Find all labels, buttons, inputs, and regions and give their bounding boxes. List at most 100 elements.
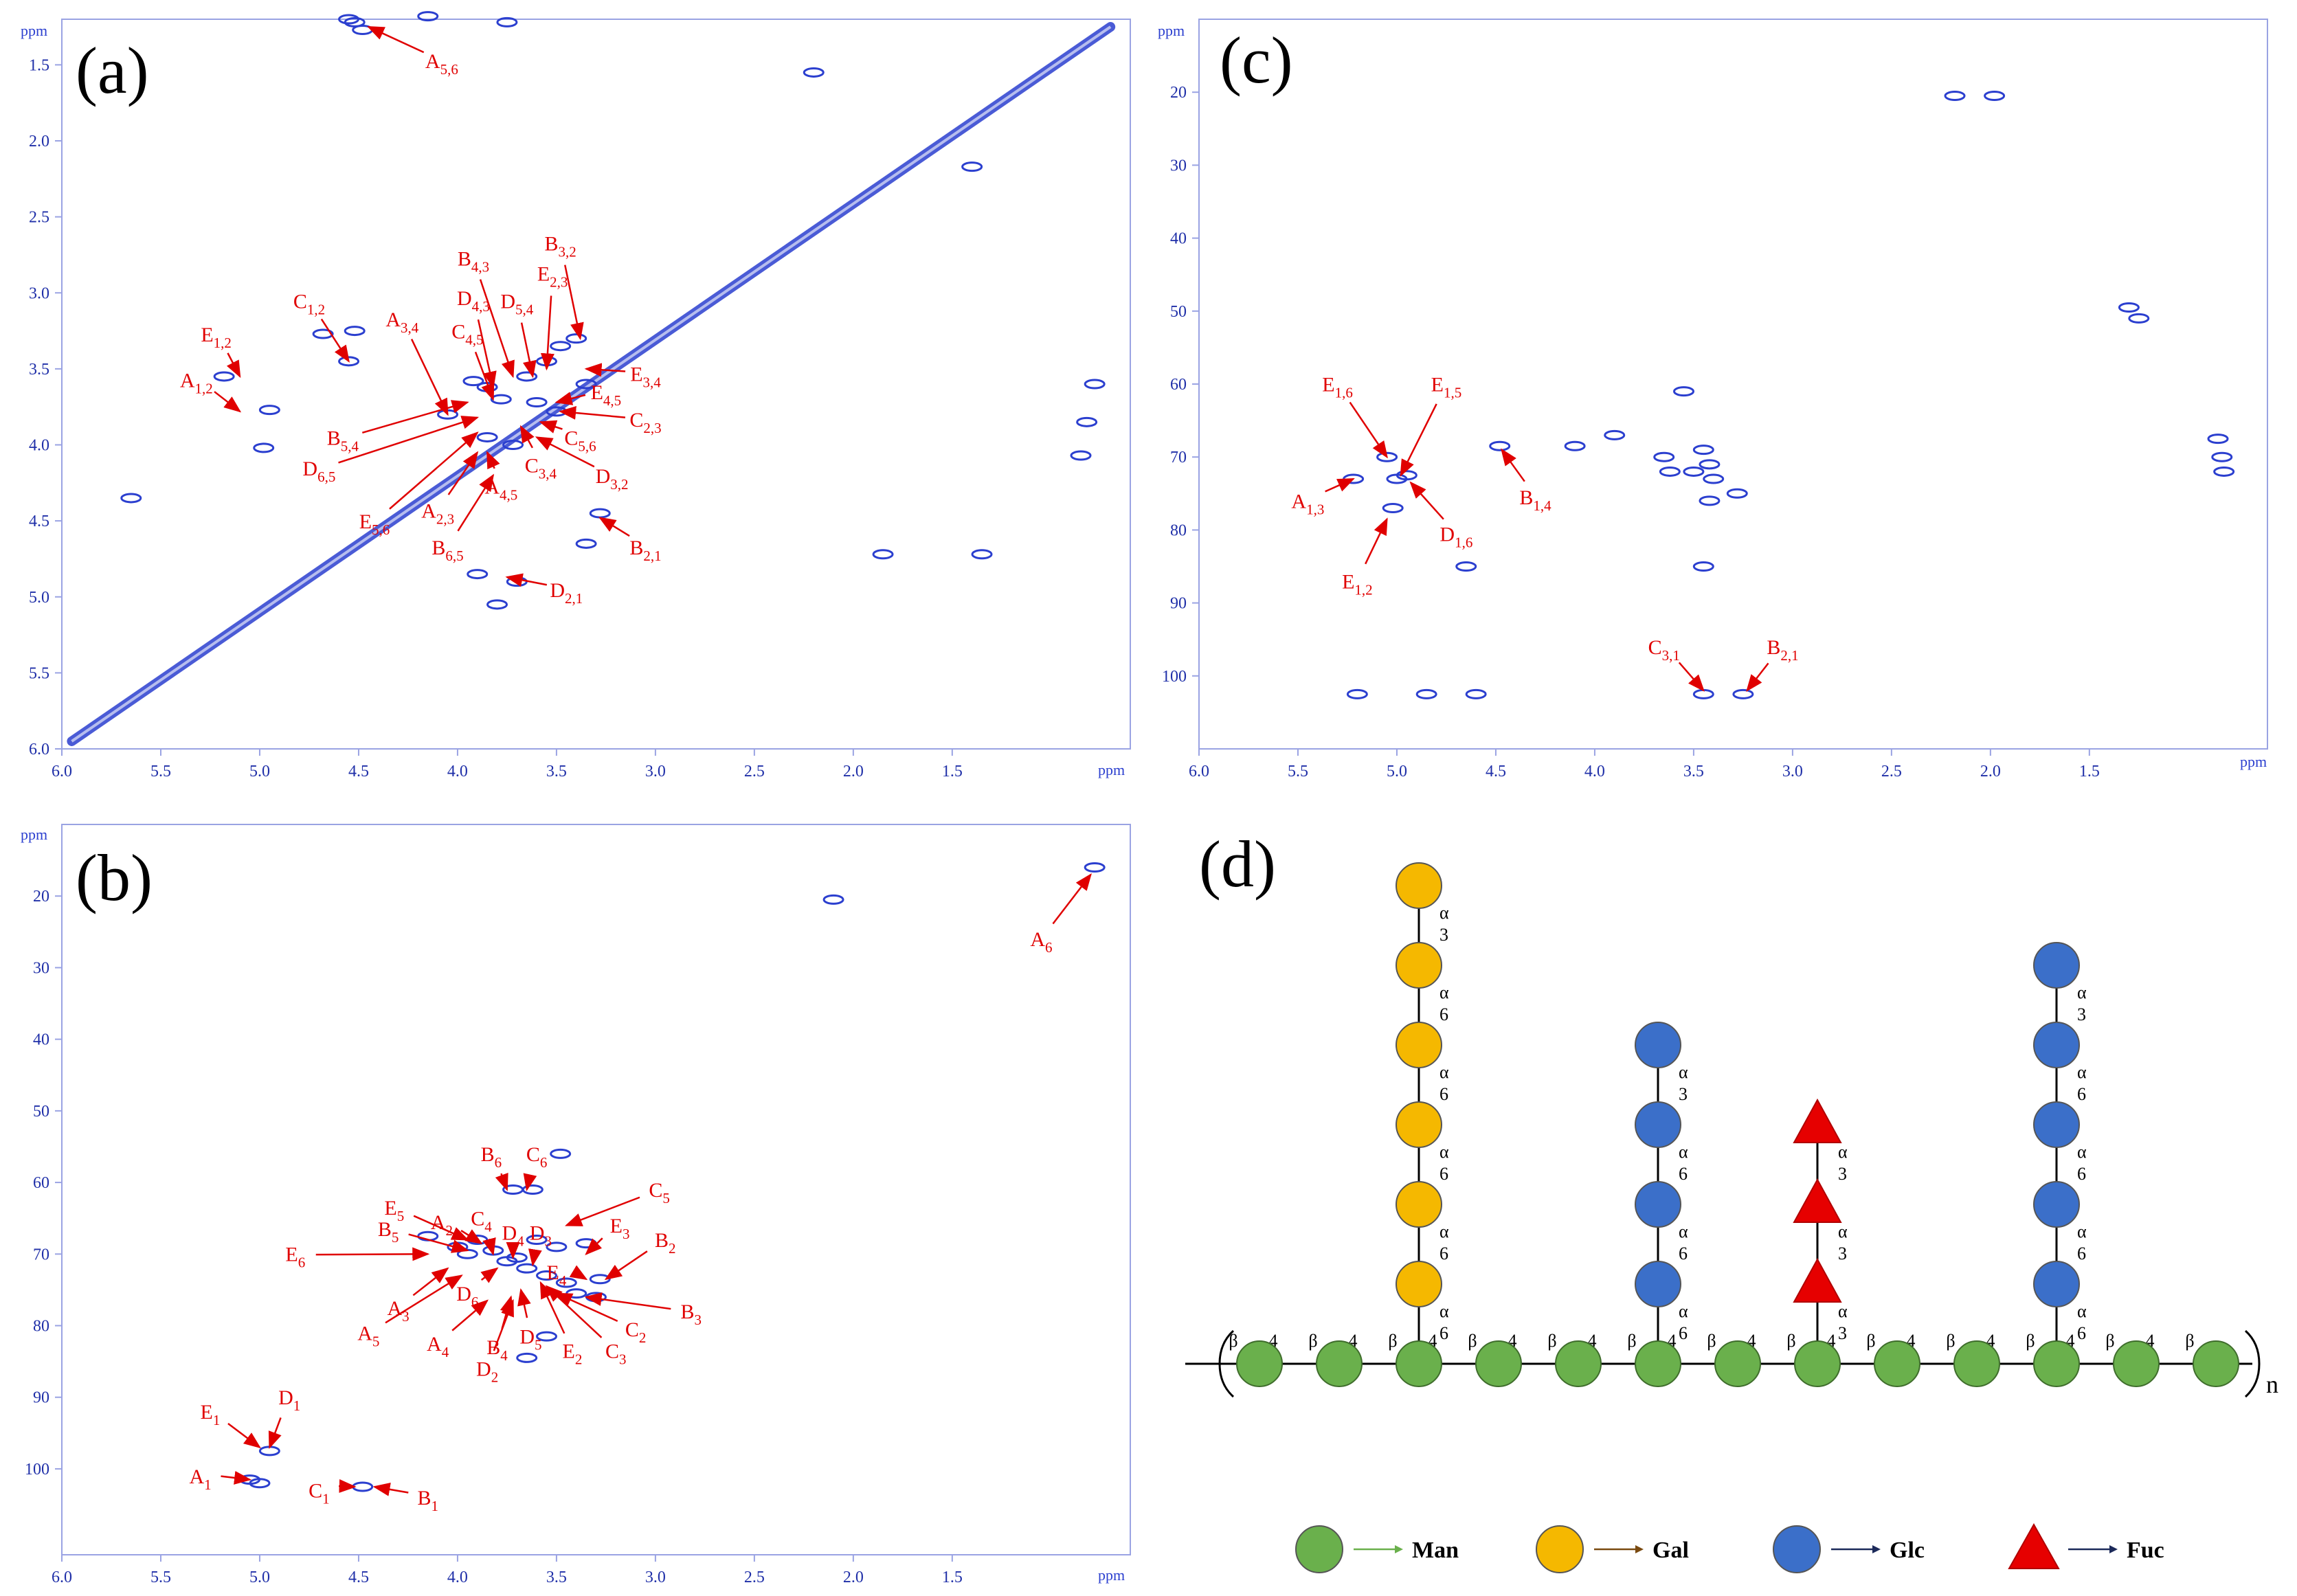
galactose-circle [1396,1181,1442,1228]
peak-annotation: D3 [530,1222,552,1249]
branch-linkage-alpha: α [1679,1142,1688,1162]
branch-linkage-alpha: α [1439,1142,1449,1162]
monosaccharide-legend: Man Gal Glc Fuc [1295,1522,2164,1573]
cross-peak [1346,688,1368,699]
annotation-arrow [564,1196,640,1226]
x-tick-label: 4.5 [348,1569,369,1586]
x-tick-label: 2.0 [843,1569,864,1586]
y-tick-label: 80 [33,1318,49,1336]
annotation-arrow [545,1285,603,1338]
y-tick-label: 90 [33,1389,49,1407]
peak-annotation: B4,3 [458,247,489,275]
annotation-arrow [408,1233,469,1253]
annotation-arrow [505,573,548,587]
panel-d-label: (d) [1199,827,1276,901]
cross-peak [589,508,611,519]
cross-peak [352,1481,374,1492]
branch-linkage-alpha: α [1838,1142,1848,1162]
panel-b-hsqc: (b) ppm ppm 6.0 5.5 5.0 4.5 4.0 3.5 3.0 2.5 2.0 1… [21,824,1131,1586]
y-tick-label: 5.5 [29,664,49,682]
peak-annotation: E6 [285,1244,305,1271]
x-tick-label: 5.5 [150,763,171,780]
cross-peak [550,341,572,352]
cross-peak [1489,440,1511,451]
x-tick-label: 2.5 [744,763,765,780]
peak-annotation: A5,6 [425,50,458,78]
glucose-circle [2033,1022,2080,1068]
annotation-arrow [412,1267,449,1296]
panel-a-label: (a) [76,34,149,107]
peak-annotation: C2,3 [629,409,661,436]
backbone-linkage-label: β [1229,1331,1237,1351]
peak-annotation: B3,2 [545,232,576,260]
legend-gal-symbol [1536,1525,1584,1573]
cross-peak [1683,466,1705,477]
peak-annotation: E1,5 [1431,374,1462,401]
mannose-circle [1953,1340,2000,1387]
cross-peak [1604,429,1626,440]
cross-peak [516,1263,538,1274]
legend-fuc-symbol [2008,1522,2060,1569]
annotation-arrow [523,1173,537,1191]
branch-linkage-position: 3 [1679,1084,1688,1104]
peak-annotation: E5,6 [359,510,390,538]
peak-annotation: A1 [189,1465,211,1493]
annotation-arrow [539,1281,565,1334]
x-tick-label: 5.0 [249,1569,270,1586]
peak-annotation: D1 [278,1386,300,1414]
cross-peak [872,549,894,560]
glucose-circle [2033,1181,2080,1228]
panel-c-plot: 6.0 5.5 5.0 4.5 4.0 3.5 3.0 2.5 2.0 1.5 20 30 40 50 60… [1162,84,2235,780]
glucose-circle [2033,942,2080,989]
annotation-arrow [540,295,554,371]
branch-linkage-alpha: α [1838,1222,1848,1241]
cross-peak [516,371,538,382]
panel-b-frame [61,824,1131,1555]
cross-peak [803,67,825,78]
y-tick-label: 4.0 [29,437,49,455]
x-tick-label: 5.5 [150,1569,171,1586]
panel-d-structure: (d) nβ 4 β 4 β 4 β 4 β 4 β 4 β 4 β 4 β 4 β 4 β 4 β 4 βα6α6α6α6α6… [1185,827,2278,1573]
annotation-arrow [447,451,479,495]
fucose-triangle [1793,1257,1842,1303]
branch-linkage-alpha: α [1679,1222,1688,1241]
annotation-arrow [226,352,241,379]
annotation-arrow [457,473,495,532]
cross-peak [1699,495,1721,506]
cross-peak [522,1184,544,1195]
x-tick-label: 4.0 [447,763,468,780]
peak-annotation: B5,4 [327,427,359,455]
cross-peak [1455,561,1477,572]
panel-a-hsqc-cosy: (a) ppm ppm 6.0 5.5 5.0 4.5 4.0 3.5 3.0 2.5 2.0 1… [21,11,1131,780]
cross-peak [462,376,484,387]
backbone-linkage-label: β [1866,1331,1875,1351]
branch-linkage-alpha: α [2077,1222,2087,1241]
glucose-circle [1635,1101,1681,1148]
x-tick-label: 5.0 [249,763,270,780]
y-tick-label: 1.5 [29,56,49,74]
y-tick-label: 60 [33,1174,49,1192]
annotation-arrow [535,436,595,468]
cross-peak [496,16,518,27]
annotation-arrow [585,1237,603,1256]
branch-linkage-position: 6 [1439,1323,1448,1343]
cross-peak [1382,503,1404,514]
x-tick-label: 3.5 [1683,763,1704,780]
annotation-arrow [460,1229,483,1245]
galactose-circle [1396,1101,1442,1148]
branch-linkage-position: 3 [2077,1004,2086,1024]
annotation-arrow [410,339,449,416]
backbone-linkage-label: β [1627,1331,1636,1351]
peak-annotation: B1,4 [1519,486,1551,514]
x-tick-label: 3.0 [645,763,666,780]
x-tick-label: 4.5 [1486,763,1506,780]
annotation-arrow [482,1237,496,1256]
annotation-arrow [1349,401,1388,459]
x-tick-label: 1.5 [2079,763,2100,780]
panel-c-hmbc: (c) ppm ppm 6.0 5.5 5.0 4.5 4.0 3.5 3.0 2.5 2.0 1… [1158,19,2268,780]
cross-peak [1703,473,1725,484]
y-tick-label: 3.0 [29,284,49,302]
cross-peak [1732,688,1754,699]
cross-peak [2128,313,2150,324]
